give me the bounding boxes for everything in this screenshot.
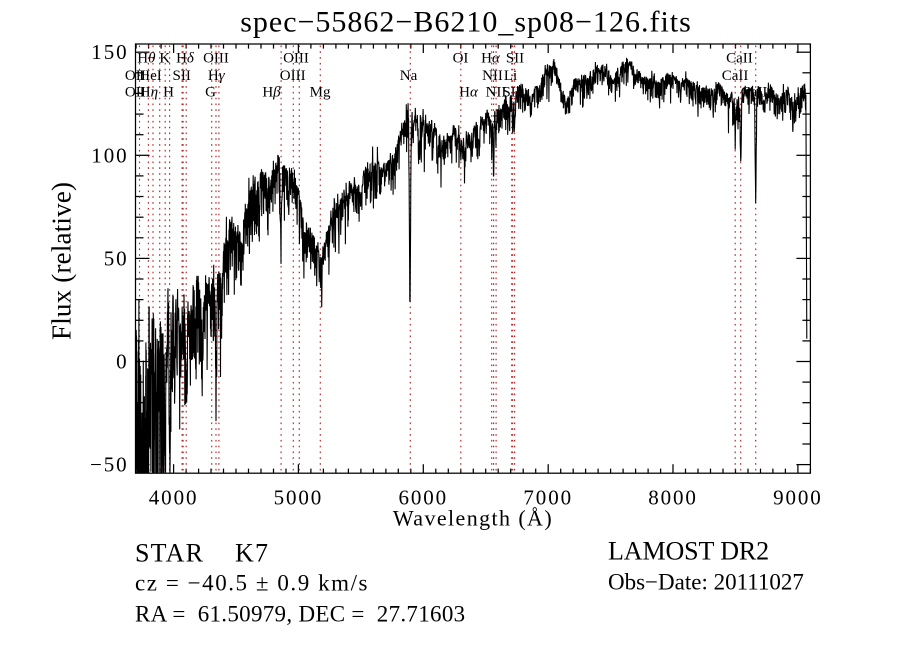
svg-text:NII: NII [486,85,507,101]
svg-text:5000: 5000 [274,486,324,510]
svg-text:7000: 7000 [523,486,573,510]
svg-text:OII: OII [125,68,146,84]
svg-text:SII: SII [506,51,524,67]
svg-text:6000: 6000 [398,486,448,510]
svg-text:4000: 4000 [149,486,199,510]
svg-text:Flux (relative): Flux (relative) [47,182,77,340]
svg-text:Hγ: Hγ [208,68,226,84]
svg-text:HeI: HeI [139,68,162,84]
svg-text:Li: Li [504,68,517,84]
svg-text:OI: OI [453,51,469,67]
svg-text:cz = −40.5 ± 0.9 km/s: cz = −40.5 ± 0.9 km/s [135,571,369,596]
svg-text:Hα: Hα [459,85,479,101]
svg-text:spec−55862−B6210_sp08−126.fits: spec−55862−B6210_sp08−126.fits [240,6,692,39]
svg-text:Mg: Mg [310,85,331,101]
svg-text:OIII: OIII [203,51,229,67]
svg-text:STAR K7: STAR K7 [135,539,269,568]
svg-text:Hη: Hη [140,85,158,101]
svg-text:OII: OII [125,85,146,101]
svg-text:LAMOST DR2: LAMOST DR2 [608,537,769,566]
svg-text:8000: 8000 [648,486,698,510]
svg-text:K: K [159,51,170,67]
svg-text:Hα: Hα [481,51,501,67]
svg-text:NII: NII [482,68,503,84]
svg-text:G: G [205,85,216,101]
svg-text:CaII: CaII [726,51,753,67]
svg-text:0: 0 [116,350,128,374]
svg-text:SII: SII [502,85,520,101]
svg-text:−50: −50 [90,453,129,477]
svg-text:SII: SII [173,68,191,84]
svg-text:9000: 9000 [773,486,823,510]
svg-text:Hθ: Hθ [137,51,156,67]
svg-text:CaII: CaII [741,85,768,101]
svg-text:150: 150 [91,40,128,64]
svg-text:50: 50 [104,246,129,270]
svg-text:100: 100 [91,143,128,167]
svg-text:RA = 61.50979, DEC = 27.7160: RA = 61.50979, DEC = 27.71603 [135,602,465,627]
svg-text:OIII: OIII [283,51,309,67]
svg-text:Wavelength (Å): Wavelength (Å) [393,506,553,531]
svg-text:OIII: OIII [280,68,306,84]
svg-text:H: H [163,85,174,101]
svg-text:Na: Na [400,68,418,84]
svg-text:Obs−Date: 20111027: Obs−Date: 20111027 [608,570,804,595]
svg-text:Hβ: Hβ [262,85,281,101]
svg-text:Hδ: Hδ [176,51,195,67]
svg-text:CaII: CaII [722,68,749,84]
